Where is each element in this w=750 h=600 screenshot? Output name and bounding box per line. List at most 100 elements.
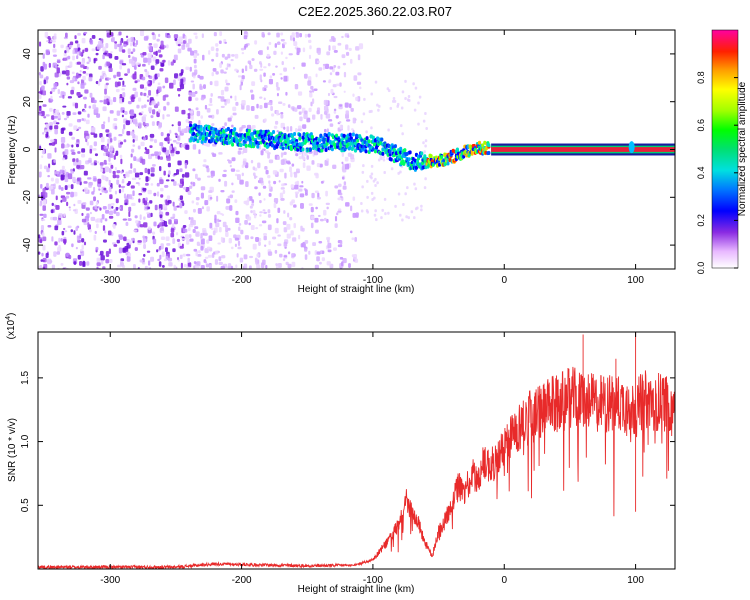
- heatmap-cell: [414, 86, 418, 90]
- heatmap-cell: [267, 102, 271, 106]
- heatmap-cell: [61, 143, 65, 149]
- heatmap-cell: [112, 174, 117, 179]
- heatmap-cell: [48, 62, 51, 68]
- heatmap-cell: [38, 93, 42, 100]
- heatmap-cell: [152, 78, 155, 84]
- heatmap-cell: [67, 96, 73, 99]
- heatmap-cell: [121, 63, 127, 66]
- heatmap-cell: [76, 119, 82, 123]
- heatmap-cell: [346, 35, 350, 38]
- heatmap-cell: [189, 66, 192, 72]
- signal-cell: [310, 134, 314, 139]
- heatmap-cell: [44, 31, 49, 38]
- heatmap-cell: [355, 46, 360, 51]
- heatmap-cell: [267, 153, 270, 159]
- signal-cell: [414, 165, 418, 170]
- heatmap-cell: [342, 62, 347, 66]
- heatmap-cell: [135, 182, 140, 185]
- heatmap-cell: [315, 73, 318, 78]
- heatmap-cell: [253, 175, 257, 180]
- heatmap-cell: [338, 183, 342, 188]
- heatmap-cell: [153, 43, 158, 48]
- signal-cell: [296, 147, 300, 152]
- heatmap-cell: [355, 212, 359, 217]
- heatmap-cell: [304, 247, 308, 252]
- heatmap-cell: [312, 242, 317, 247]
- heatmap-cell: [396, 102, 400, 106]
- heatmap-cell: [155, 59, 160, 64]
- heatmap-cell: [231, 182, 234, 186]
- heatmap-cell: [81, 218, 87, 223]
- heatmap-cell: [71, 77, 75, 81]
- heatmap-cell: [208, 103, 213, 107]
- heatmap-cell: [108, 248, 111, 255]
- heatmap-cell: [259, 96, 263, 99]
- heatmap-cell: [72, 112, 77, 116]
- heatmap-cell: [304, 33, 308, 38]
- heatmap-cell: [158, 261, 162, 267]
- heatmap-cell: [304, 239, 309, 244]
- y-tick-label: -20: [22, 190, 33, 205]
- heatmap-cell: [89, 39, 94, 45]
- heatmap-cell: [70, 170, 74, 174]
- heatmap-cell: [98, 65, 102, 70]
- heatmap-cell: [316, 60, 320, 64]
- heatmap-cell: [356, 81, 362, 85]
- heatmap-cell: [143, 36, 149, 41]
- heatmap-cell: [184, 172, 190, 178]
- heatmap-cell: [311, 89, 315, 93]
- heatmap-cell: [102, 152, 106, 156]
- heatmap-cell: [424, 177, 427, 181]
- heatmap-cell: [185, 66, 190, 70]
- heatmap-cell: [333, 247, 337, 251]
- heatmap-cell: [250, 159, 254, 164]
- heatmap-cell: [276, 41, 281, 45]
- signal-cell: [455, 147, 459, 152]
- heatmap-cell: [135, 220, 139, 224]
- heatmap-cell: [125, 35, 129, 39]
- heatmap-cell: [165, 32, 168, 38]
- heatmap-cell: [65, 195, 70, 199]
- signal-feature: [628, 141, 635, 154]
- heatmap-cell: [70, 229, 74, 233]
- signal-cell: [367, 139, 371, 144]
- heatmap-cell: [64, 185, 68, 191]
- heatmap-cell: [45, 252, 49, 259]
- y-tick-label: 1.5: [20, 370, 31, 384]
- heatmap-cell: [258, 241, 261, 247]
- heatmap-cell: [84, 103, 87, 109]
- heatmap-cell: [146, 266, 149, 269]
- heatmap-cell: [41, 155, 44, 159]
- heatmap-cell: [93, 160, 97, 163]
- heatmap-cell: [143, 92, 147, 97]
- heatmap-cell: [154, 63, 158, 66]
- heatmap-cell: [85, 119, 90, 125]
- spectrogram-y-label: Frequency (Hz): [7, 116, 18, 185]
- heatmap-cell: [264, 102, 268, 109]
- heatmap-cell: [154, 151, 159, 156]
- heatmap-cell: [58, 237, 61, 243]
- heatmap-cell: [225, 231, 229, 237]
- heatmap-cell: [133, 168, 137, 173]
- heatmap-cell: [94, 230, 97, 235]
- heatmap-cell: [51, 40, 56, 43]
- heatmap-cell: [329, 123, 334, 127]
- heatmap-cell: [177, 121, 181, 127]
- heatmap-cell: [111, 36, 115, 43]
- heatmap-cell: [102, 121, 106, 125]
- heatmap-cell: [43, 199, 46, 206]
- heatmap-cell: [141, 111, 144, 114]
- heatmap-cell: [65, 32, 68, 38]
- heatmap-cell: [64, 169, 67, 175]
- heatmap-cell: [116, 179, 120, 185]
- heatmap-cell: [139, 259, 144, 263]
- heatmap-cell: [100, 136, 105, 143]
- heatmap-cell: [316, 163, 321, 168]
- heatmap-cell: [69, 41, 74, 46]
- heatmap-cell: [195, 231, 200, 237]
- heatmap-cell: [53, 115, 58, 119]
- heatmap-cell: [329, 66, 334, 70]
- heatmap-cell: [138, 157, 141, 163]
- heatmap-cell: [196, 110, 201, 117]
- heatmap-cell: [96, 223, 99, 229]
